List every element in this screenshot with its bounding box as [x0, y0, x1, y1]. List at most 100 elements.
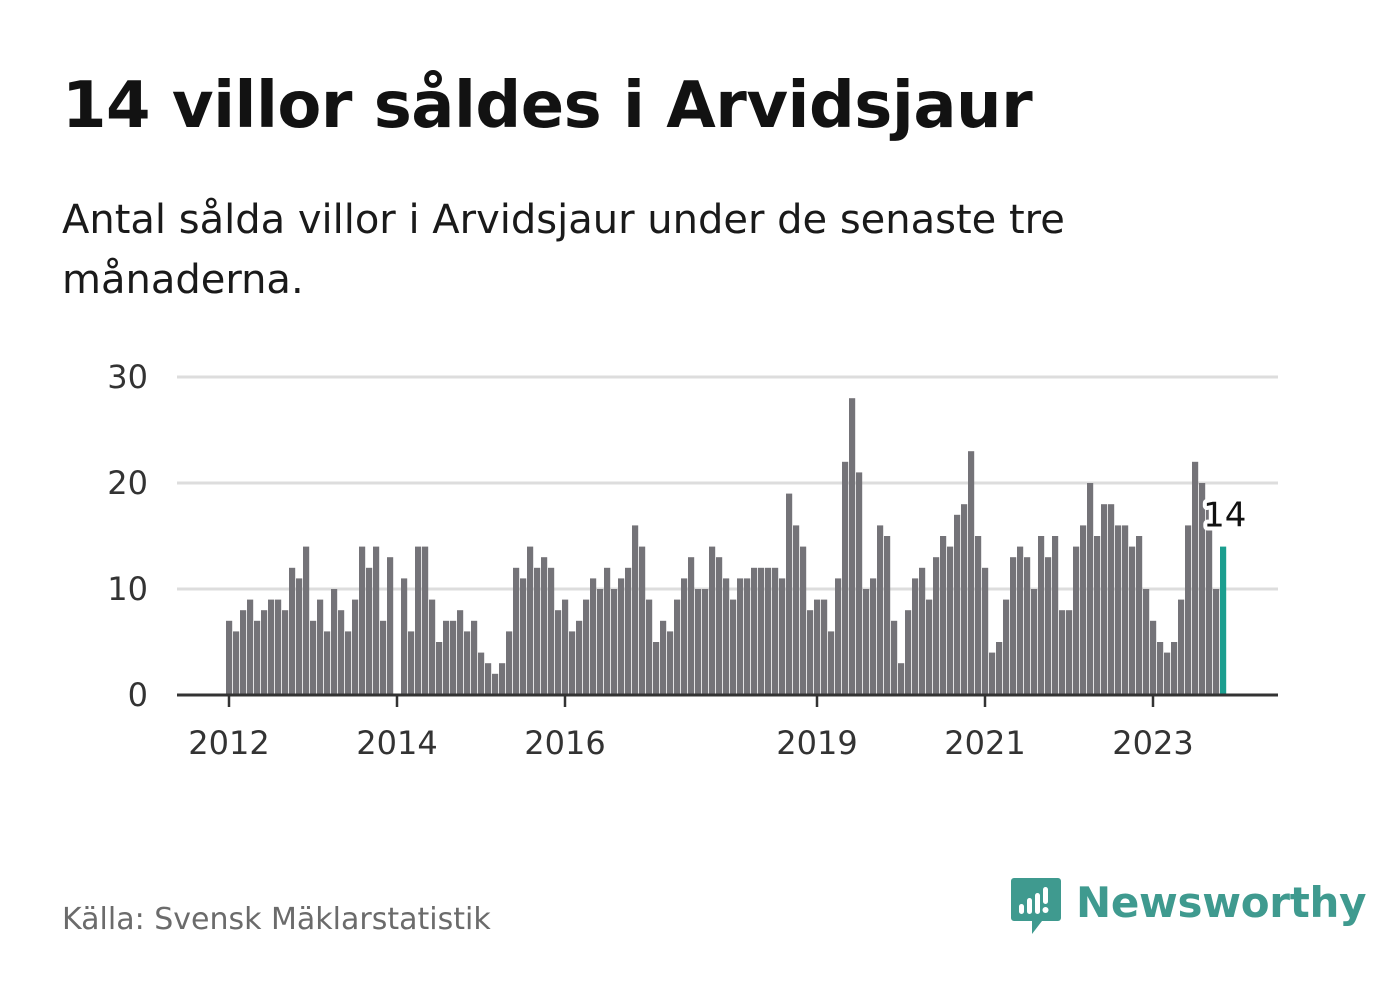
bar [590, 578, 597, 695]
bar [688, 557, 695, 695]
bar [751, 567, 758, 695]
bar [415, 546, 422, 695]
latest-value-label: 14 [1203, 496, 1246, 536]
bar [758, 567, 765, 695]
bar [709, 546, 716, 695]
x-tick-label: 2021 [944, 724, 1025, 762]
bar [905, 610, 912, 695]
bar [877, 525, 884, 695]
bar [1136, 536, 1143, 695]
bar [576, 620, 583, 695]
bar [996, 642, 1003, 695]
bar [1031, 589, 1038, 695]
y-axis: 0 10 20 30 [107, 358, 148, 714]
bar [800, 546, 807, 695]
bar [555, 610, 562, 695]
bar [359, 546, 366, 695]
bar [478, 652, 485, 695]
bar [681, 578, 688, 695]
brand-logo: Newsworthy [1010, 876, 1366, 942]
bar [1073, 546, 1080, 695]
bar [520, 578, 527, 695]
bar [793, 525, 800, 695]
bar [1017, 546, 1024, 695]
bar [604, 567, 611, 695]
bar [618, 578, 625, 695]
bar [534, 567, 541, 695]
bar [1143, 589, 1150, 695]
bar [821, 599, 828, 695]
bar [1052, 536, 1059, 695]
bar [471, 620, 478, 695]
x-tick-label: 2023 [1112, 724, 1193, 762]
x-tick-label: 2019 [776, 724, 857, 762]
x-tick-label: 2014 [356, 724, 437, 762]
bar [1199, 483, 1206, 695]
y-tick-label: 20 [107, 464, 148, 502]
bar [863, 589, 870, 695]
bar [716, 557, 723, 695]
bar [660, 620, 667, 695]
bar [912, 578, 919, 695]
bar [499, 663, 506, 695]
bar [765, 567, 772, 695]
bar [632, 525, 639, 695]
bar [1038, 536, 1045, 695]
bar [1178, 599, 1185, 695]
bar [317, 599, 324, 695]
bar [674, 599, 681, 695]
bar [373, 546, 380, 695]
bar [597, 589, 604, 695]
chart-subtitle: Antal sålda villor i Arvidsjaur under de… [62, 197, 1065, 303]
bar [933, 557, 940, 695]
bar [331, 589, 338, 695]
bar [457, 610, 464, 695]
bar [653, 642, 660, 695]
bar [513, 567, 520, 695]
bar [485, 663, 492, 695]
bar [961, 504, 968, 695]
bar [282, 610, 289, 695]
bar [1192, 461, 1199, 695]
bar [849, 398, 856, 695]
bar [268, 599, 275, 695]
bar [387, 557, 394, 695]
bar [898, 663, 905, 695]
bar [667, 631, 674, 695]
bar [492, 673, 499, 695]
bar [1024, 557, 1031, 695]
bar [975, 536, 982, 695]
bar [450, 620, 457, 695]
bars [226, 398, 1227, 695]
bar [786, 493, 793, 695]
bar [1003, 599, 1010, 695]
bar [233, 631, 240, 695]
bar [835, 578, 842, 695]
bar [583, 599, 590, 695]
bar [737, 578, 744, 695]
bar [695, 589, 702, 695]
bar [940, 536, 947, 695]
bar [345, 631, 352, 695]
bar [870, 578, 877, 695]
bar [429, 599, 436, 695]
bar [891, 620, 898, 695]
x-tick-label: 2016 [524, 724, 605, 762]
bar [1108, 504, 1115, 695]
bar [527, 546, 534, 695]
bar [254, 620, 261, 695]
bar [828, 631, 835, 695]
bar [506, 631, 513, 695]
bar [982, 567, 989, 695]
bar [464, 631, 471, 695]
bar [807, 610, 814, 695]
bar [1157, 642, 1164, 695]
bar [744, 578, 751, 695]
bar [247, 599, 254, 695]
bar [702, 589, 709, 695]
bar [324, 631, 331, 695]
bar [310, 620, 317, 695]
bar [289, 567, 296, 695]
y-tick-label: 0 [128, 676, 148, 714]
bar [380, 620, 387, 695]
